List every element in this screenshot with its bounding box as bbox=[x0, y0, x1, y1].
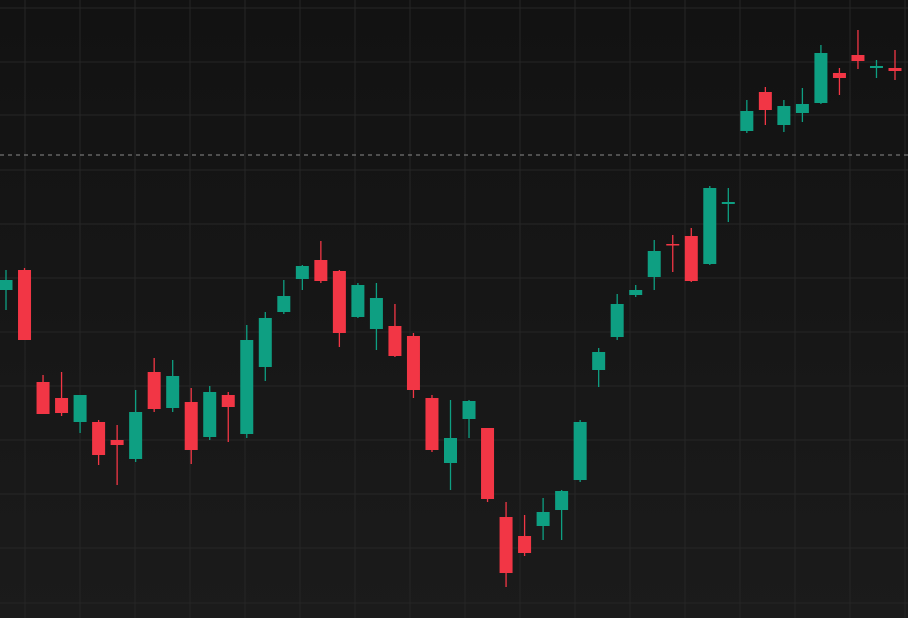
candle-body bbox=[555, 491, 569, 510]
candle-body bbox=[36, 382, 50, 414]
candle-body bbox=[851, 55, 865, 61]
candle-body bbox=[110, 440, 124, 445]
candle-body bbox=[795, 104, 809, 113]
candle-body bbox=[166, 376, 180, 408]
candle-body bbox=[221, 395, 235, 407]
candle-body bbox=[129, 412, 143, 459]
candle-body bbox=[758, 92, 772, 110]
candle-body bbox=[258, 318, 272, 367]
candle-body bbox=[332, 271, 346, 333]
candle-body bbox=[73, 395, 87, 422]
candle-body bbox=[369, 298, 383, 329]
candle-body bbox=[666, 244, 680, 246]
candle-body bbox=[684, 236, 698, 281]
candle-body bbox=[240, 340, 254, 434]
candle-body bbox=[444, 438, 457, 463]
candle-body bbox=[147, 372, 161, 409]
candle-body bbox=[92, 422, 106, 455]
candle-body bbox=[0, 280, 13, 290]
candle-body bbox=[740, 111, 754, 131]
candle-body bbox=[703, 188, 717, 264]
candle-body bbox=[869, 66, 883, 68]
candle-body bbox=[462, 401, 476, 419]
candle-body bbox=[647, 251, 661, 277]
candle-body bbox=[203, 392, 217, 437]
candle-body bbox=[481, 428, 495, 499]
candle-body bbox=[832, 73, 846, 78]
candle-body bbox=[518, 536, 532, 553]
candle-body bbox=[351, 285, 365, 317]
candle-body bbox=[610, 304, 624, 337]
candle-body bbox=[721, 202, 735, 204]
candle-body bbox=[536, 512, 550, 526]
candle-body bbox=[499, 517, 513, 573]
candle-body bbox=[629, 290, 643, 295]
candle-body bbox=[55, 398, 69, 413]
candle-body bbox=[425, 398, 439, 450]
candle-body bbox=[277, 296, 291, 312]
candle-body bbox=[573, 422, 587, 480]
candle-body bbox=[184, 402, 198, 450]
candle-body bbox=[592, 352, 606, 370]
candle-body bbox=[814, 53, 828, 103]
candle-body bbox=[888, 68, 902, 71]
candle-body bbox=[388, 326, 402, 356]
candle-body bbox=[406, 336, 420, 390]
candle-body bbox=[777, 106, 791, 125]
candle-body bbox=[18, 270, 32, 340]
candle-body bbox=[295, 266, 309, 279]
candle-body bbox=[314, 260, 328, 281]
